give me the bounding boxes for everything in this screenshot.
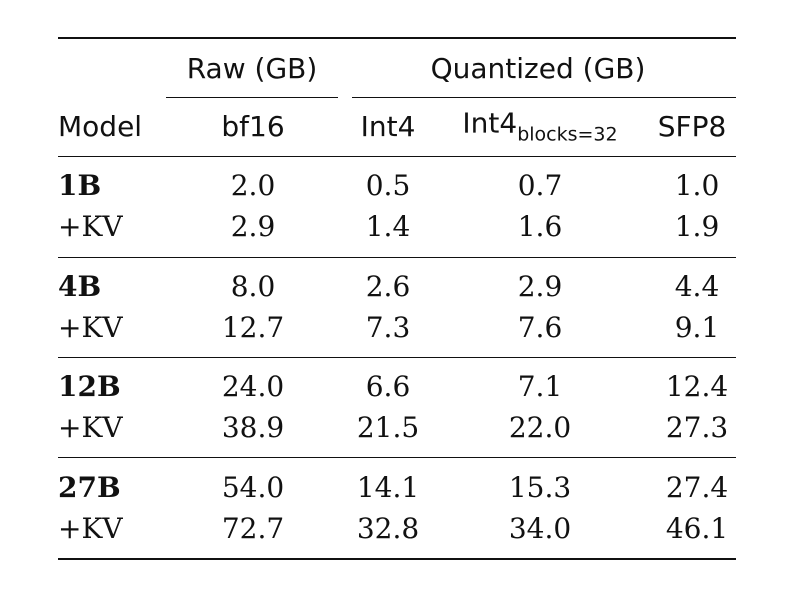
- cell-int4: 0.5: [365, 169, 411, 202]
- cell-bf16: 24.0: [221, 370, 285, 403]
- header-group-raw: Raw (GB): [186, 52, 318, 85]
- row-model-label: 1B: [58, 169, 102, 202]
- cell-sfp8: 1.9: [674, 210, 720, 243]
- group-rule-1: [58, 257, 736, 258]
- header-rule: [58, 156, 736, 157]
- group-rule-2: [58, 357, 736, 358]
- cell-sfp8: 4.4: [674, 270, 720, 303]
- cell-int4-blocks: 15.3: [508, 471, 572, 504]
- cell-sfp8: 27.4: [665, 471, 729, 504]
- header-bf16: bf16: [221, 110, 285, 143]
- cell-int4-blocks: 7.1: [517, 370, 563, 403]
- row-model-label: 27B: [58, 471, 121, 504]
- row-model-label: 4B: [58, 270, 102, 303]
- cell-int4-blocks: 34.0: [508, 512, 572, 545]
- cell-int4-blocks: 22.0: [508, 411, 572, 444]
- header-sfp8: SFP8: [657, 110, 727, 143]
- cell-sfp8: 9.1: [674, 311, 720, 344]
- row-kv-label: +KV: [58, 311, 123, 344]
- cell-bf16: 72.7: [221, 512, 285, 545]
- cell-sfp8: 27.3: [665, 411, 729, 444]
- cell-int4-blocks: 7.6: [517, 311, 563, 344]
- cell-int4: 21.5: [356, 411, 420, 444]
- cell-int4-blocks: 2.9: [517, 270, 563, 303]
- cell-int4: 1.4: [365, 210, 411, 243]
- group-rule-3: [58, 457, 736, 458]
- quantized-group-rule: [352, 97, 736, 98]
- row-kv-label: +KV: [58, 411, 123, 444]
- raw-group-rule: [166, 97, 338, 98]
- cell-sfp8: 12.4: [665, 370, 729, 403]
- cell-int4: 14.1: [356, 471, 420, 504]
- header-model: Model: [58, 110, 143, 143]
- row-kv-label: +KV: [58, 512, 123, 545]
- bottom-rule: [58, 558, 736, 560]
- cell-int4: 6.6: [365, 370, 411, 403]
- cell-bf16: 2.9: [230, 210, 276, 243]
- cell-int4: 7.3: [365, 311, 411, 344]
- row-kv-label: +KV: [58, 210, 123, 243]
- header-int4-blocks-sub: blocks=32: [517, 123, 618, 146]
- cell-sfp8: 46.1: [665, 512, 729, 545]
- header-int4-blocks-main: Int4: [462, 106, 518, 140]
- cell-bf16: 12.7: [221, 311, 285, 344]
- cell-int4-blocks: 0.7: [517, 169, 563, 202]
- cell-bf16: 8.0: [230, 270, 276, 303]
- cell-int4: 32.8: [356, 512, 420, 545]
- cell-int4-blocks: 1.6: [517, 210, 563, 243]
- cell-bf16: 38.9: [221, 411, 285, 444]
- header-int4-blocks: Int4blocks=32: [462, 106, 618, 146]
- cell-sfp8: 1.0: [674, 169, 720, 202]
- cell-bf16: 54.0: [221, 471, 285, 504]
- header-int4: Int4: [360, 110, 416, 143]
- cell-int4: 2.6: [365, 270, 411, 303]
- header-group-quantized: Quantized (GB): [430, 52, 646, 85]
- cell-bf16: 2.0: [230, 169, 276, 202]
- row-model-label: 12B: [58, 370, 121, 403]
- top-rule: [58, 37, 736, 39]
